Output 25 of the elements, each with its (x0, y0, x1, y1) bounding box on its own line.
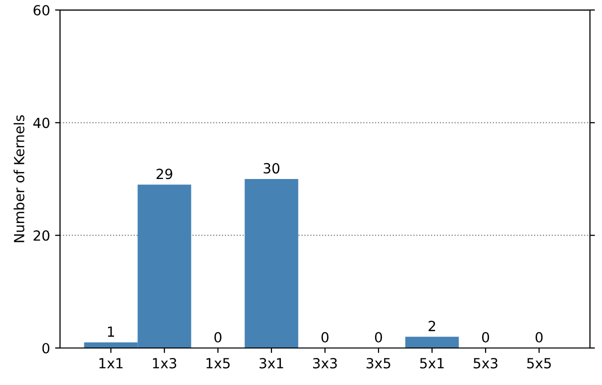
x-tick-label: 1x5 (206, 358, 230, 368)
data-label: 1 (108, 326, 114, 337)
data-label: 0 (214, 332, 222, 343)
x-tick-label: 1x3 (152, 358, 176, 368)
x-tick-label: 5x1 (420, 358, 444, 368)
x-tick-label: 3x3 (313, 358, 337, 368)
data-label: 0 (375, 332, 382, 343)
bar (244, 179, 298, 348)
y-tick-label: 40 (33, 118, 50, 128)
data-label: 29 (156, 168, 172, 180)
y-tick-label: 60 (34, 4, 50, 16)
data-label: 30 (264, 163, 280, 174)
data-label: 0 (321, 332, 328, 343)
x-tick-label: 5x5 (527, 358, 551, 368)
data-label: 0 (482, 332, 490, 343)
data-label: 0 (536, 332, 543, 343)
y-axis-title: Number of Kernels (14, 115, 24, 242)
data-label: 2 (428, 320, 436, 332)
x-tick-label: 3x5 (366, 358, 390, 368)
bar (405, 336, 459, 348)
x-tick-label: 3x1 (260, 358, 284, 368)
y-tick-label: 20 (34, 230, 50, 241)
x-tick-label: 1x1 (99, 358, 123, 368)
y-tick-label: 0 (42, 342, 50, 354)
x-tick-label: 5x3 (474, 358, 498, 368)
